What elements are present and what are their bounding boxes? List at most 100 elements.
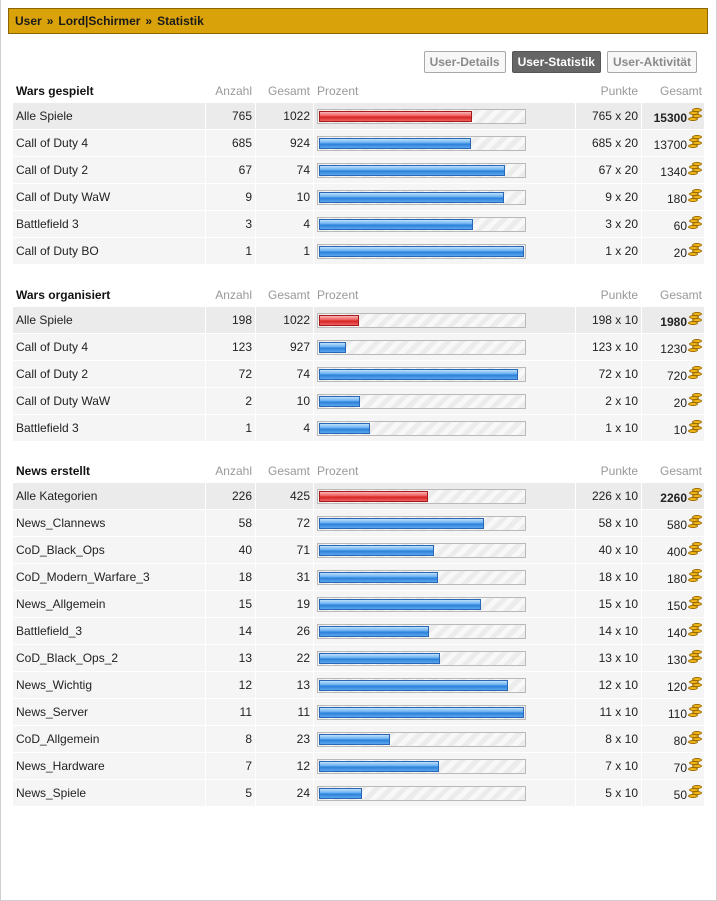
column-header-gesamt: Gesamt bbox=[256, 283, 314, 307]
punkte-value: 67 x 20 bbox=[576, 157, 642, 184]
punkte-value: 11 x 10 bbox=[576, 699, 642, 726]
coins-icon bbox=[688, 649, 702, 664]
percent-cell bbox=[314, 699, 576, 726]
anzahl-value: 14 bbox=[206, 618, 256, 645]
tab-user-details[interactable]: User-Details bbox=[423, 51, 506, 73]
progress-bar bbox=[317, 515, 526, 531]
progress-fill bbox=[319, 110, 472, 122]
anzahl-value: 685 bbox=[206, 130, 256, 157]
percent-cell bbox=[314, 537, 576, 564]
gesamt-value: 924 bbox=[256, 130, 314, 157]
summe-cell: 140 bbox=[642, 618, 705, 645]
progress-bar bbox=[317, 623, 526, 639]
summe-cell: 1980 bbox=[642, 307, 705, 334]
coins-icon bbox=[688, 541, 702, 556]
anzahl-value: 123 bbox=[206, 334, 256, 361]
summe-value: 400 bbox=[666, 544, 687, 559]
summe-value: 130 bbox=[666, 652, 687, 667]
anzahl-value: 7 bbox=[206, 753, 256, 780]
anzahl-value: 12 bbox=[206, 672, 256, 699]
table-header-row: Wars organisiert Anzahl Gesamt Prozent Punkt… bbox=[13, 283, 705, 307]
coins-icon bbox=[688, 107, 702, 122]
row-label: Call of Duty WaW bbox=[13, 388, 206, 415]
progress-bar bbox=[317, 704, 526, 720]
percent-cell bbox=[314, 672, 576, 699]
gesamt-value: 72 bbox=[256, 510, 314, 537]
punkte-value: 685 x 20 bbox=[576, 130, 642, 157]
punkte-value: 18 x 10 bbox=[576, 564, 642, 591]
summe-cell: 70 bbox=[642, 753, 705, 780]
progress-fill bbox=[319, 314, 359, 326]
punkte-value: 2 x 10 bbox=[576, 388, 642, 415]
tab-user-aktivitaet[interactable]: User-Aktivität bbox=[606, 51, 697, 73]
coins-icon bbox=[688, 215, 702, 230]
gesamt-value: 23 bbox=[256, 726, 314, 753]
row-label: Battlefield 3 bbox=[13, 415, 206, 442]
progress-fill bbox=[319, 571, 438, 583]
anzahl-value: 9 bbox=[206, 184, 256, 211]
breadcrumb-user-link[interactable]: User bbox=[15, 14, 42, 28]
progress-fill bbox=[319, 733, 390, 745]
summe-value: 580 bbox=[666, 517, 687, 532]
progress-bar bbox=[317, 758, 526, 774]
tab-bar: User-Details User-Statistik User-Aktivit… bbox=[423, 51, 697, 73]
summe-cell: 180 bbox=[642, 564, 705, 591]
summe-cell: 60 bbox=[642, 211, 705, 238]
punkte-value: 13 x 10 bbox=[576, 645, 642, 672]
percent-cell bbox=[314, 103, 576, 130]
summe-cell: 1340 bbox=[642, 157, 705, 184]
progress-fill bbox=[319, 544, 434, 556]
breadcrumb-username-link[interactable]: Lord|Schirmer bbox=[58, 14, 141, 28]
gesamt-value: 22 bbox=[256, 645, 314, 672]
row-label: News_Allgemein bbox=[13, 591, 206, 618]
progress-bar bbox=[317, 488, 526, 504]
summe-value: 1980 bbox=[660, 314, 687, 329]
progress-bar bbox=[317, 650, 526, 666]
column-header-prozent: Prozent bbox=[314, 459, 576, 483]
anzahl-value: 8 bbox=[206, 726, 256, 753]
gesamt-value: 12 bbox=[256, 753, 314, 780]
summe-value: 2260 bbox=[660, 490, 687, 505]
row-label: Call of Duty 4 bbox=[13, 130, 206, 157]
breadcrumb-separator: » bbox=[46, 14, 54, 28]
summe-value: 13700 bbox=[653, 137, 687, 152]
progress-bar bbox=[317, 216, 526, 232]
section-title: Wars gespielt bbox=[13, 79, 206, 103]
tab-user-statistik[interactable]: User-Statistik bbox=[511, 51, 601, 73]
percent-cell bbox=[314, 564, 576, 591]
gesamt-value: 13 bbox=[256, 672, 314, 699]
gesamt-value: 10 bbox=[256, 184, 314, 211]
summe-cell: 10 bbox=[642, 415, 705, 442]
progress-bar bbox=[317, 243, 526, 259]
gesamt-value: 10 bbox=[256, 388, 314, 415]
punkte-value: 15 x 10 bbox=[576, 591, 642, 618]
percent-cell bbox=[314, 238, 576, 265]
summe-value: 80 bbox=[673, 733, 687, 748]
row-label: Call of Duty 2 bbox=[13, 157, 206, 184]
summe-value: 110 bbox=[667, 706, 687, 721]
table-row: CoD_Black_Ops 40 71 40 x 10 400 bbox=[13, 537, 705, 564]
summe-value: 15300 bbox=[653, 110, 687, 125]
coins-icon bbox=[688, 622, 702, 637]
progress-bar bbox=[317, 785, 526, 801]
punkte-value: 14 x 10 bbox=[576, 618, 642, 645]
progress-fill bbox=[319, 490, 428, 502]
summe-cell: 15300 bbox=[642, 103, 705, 130]
coins-icon bbox=[688, 784, 702, 799]
row-label: CoD_Black_Ops bbox=[13, 537, 206, 564]
progress-fill bbox=[319, 422, 370, 434]
punkte-value: 1 x 20 bbox=[576, 238, 642, 265]
gesamt-value: 11 bbox=[256, 699, 314, 726]
percent-cell bbox=[314, 361, 576, 388]
anzahl-value: 1 bbox=[206, 415, 256, 442]
stat-table-news-erstellt: News erstellt Anzahl Gesamt Prozent Punkte Ge… bbox=[13, 459, 705, 807]
summe-value: 150 bbox=[666, 598, 687, 613]
column-header-prozent: Prozent bbox=[314, 79, 576, 103]
summe-value: 1340 bbox=[660, 164, 687, 179]
progress-bar bbox=[317, 596, 526, 612]
breadcrumb-current: Statistik bbox=[157, 14, 204, 28]
summe-value: 10 bbox=[673, 422, 687, 437]
column-header-anzahl: Anzahl bbox=[206, 79, 256, 103]
progress-fill bbox=[319, 341, 346, 353]
table-row-total: Alle Spiele 198 1022 198 x 10 1980 bbox=[13, 307, 705, 334]
